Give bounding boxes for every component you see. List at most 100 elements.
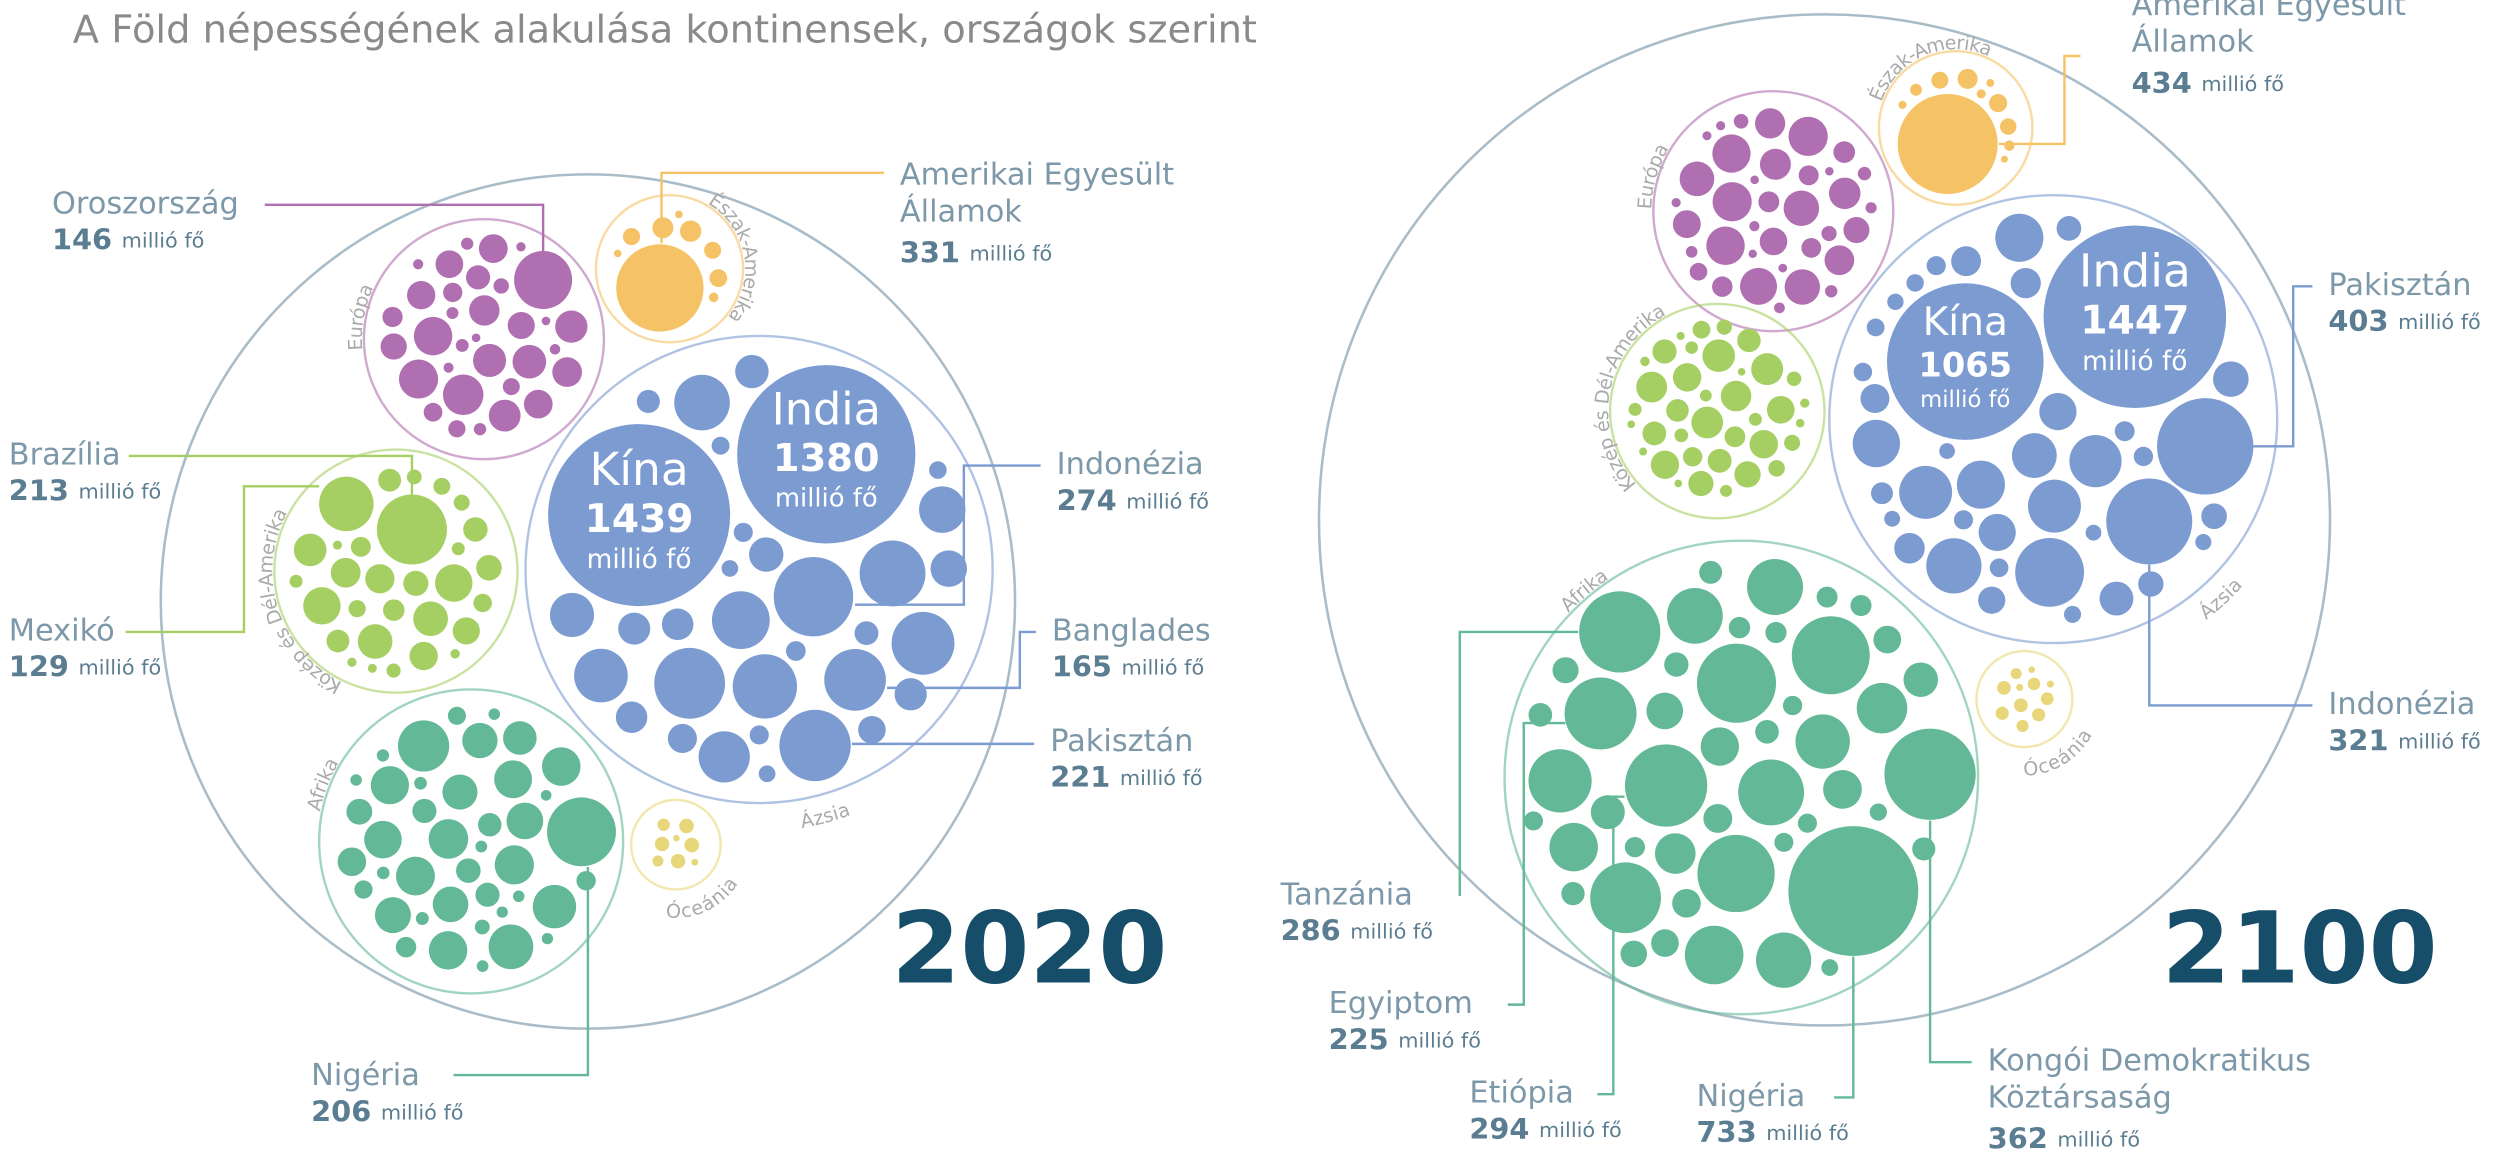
callout-value: 331 millió fő <box>900 235 1052 269</box>
minor-bubble <box>473 593 492 613</box>
callout-line <box>1597 795 1625 1096</box>
callout-line <box>855 464 1041 606</box>
minor-bubble <box>549 344 561 355</box>
minor-bubble <box>1853 362 1873 382</box>
minor-bubble <box>1953 510 1974 530</box>
minor-bubble <box>2099 581 2134 616</box>
minor-bubble <box>1759 227 1788 256</box>
minor-bubble <box>1986 79 1995 87</box>
minor-bubble <box>469 295 500 326</box>
minor-bubble <box>1825 166 1834 176</box>
callout-line <box>1458 630 1579 896</box>
continent-circle <box>629 798 722 891</box>
minor-bubble <box>541 747 581 786</box>
minor-bubble <box>1699 560 1723 584</box>
callout-value: 362 millió fő <box>1988 1122 2140 1156</box>
minor-bubble <box>386 663 401 678</box>
minor-bubble <box>2001 155 2008 163</box>
bubble-value: 1065 <box>1918 346 2012 385</box>
callout-unit: millió fő <box>970 241 1053 265</box>
continent-label: Észak-Amerika <box>1864 31 1996 105</box>
country-bubble <box>2157 398 2254 495</box>
continent-label-path: Ázsia <box>2194 573 2246 624</box>
minor-bubble <box>1797 813 1817 833</box>
country-bubble <box>1884 728 1976 820</box>
callout-value: 221 millió fő <box>1050 760 1202 794</box>
country-bubble <box>514 250 573 309</box>
continent-label: Ázsia <box>2194 573 2246 624</box>
minor-bubble <box>698 731 750 783</box>
minor-bubble <box>636 389 660 413</box>
minor-bubble <box>930 550 968 587</box>
minor-bubble <box>396 856 435 896</box>
callout-line <box>1928 820 1972 1064</box>
callout-line <box>2148 564 2313 707</box>
callout-name: Tanzánia <box>1280 877 1413 912</box>
callout-name: Oroszország <box>52 186 239 221</box>
callout-name: Kongói Demokratikus <box>1988 1044 2311 1079</box>
minor-bubble <box>758 765 776 783</box>
bubble-name: India <box>772 383 881 435</box>
country-bubble <box>1886 283 2044 440</box>
minor-bubble <box>502 378 520 396</box>
minor-bubble <box>407 281 436 310</box>
minor-bubble <box>326 629 350 653</box>
callout-value: 434 millió fő <box>2132 66 2284 100</box>
minor-bubble <box>1738 759 1805 826</box>
callout-name: Etiópia <box>1469 1076 1573 1111</box>
minor-bubble <box>1957 68 1978 89</box>
callout-name: Államok <box>900 193 1022 229</box>
callout-name: Nigéria <box>1697 1079 1806 1114</box>
minor-bubble <box>679 220 702 242</box>
minor-bubble <box>1703 804 1733 833</box>
world-circle <box>1317 13 2332 1027</box>
minor-bubble <box>380 333 407 360</box>
callout-name: Banglades <box>1052 613 1211 648</box>
callout-unit: millió fő <box>1398 1028 1481 1052</box>
minor-bubble <box>2027 479 2081 533</box>
minor-bubble <box>414 776 427 790</box>
minor-bubble <box>1734 461 1761 488</box>
minor-bubble <box>2016 683 2024 691</box>
minor-bubble <box>1561 881 1585 906</box>
minor-bubble <box>453 494 470 511</box>
continent-circle <box>594 193 745 344</box>
country-bubble <box>2106 478 2193 565</box>
minor-bubble <box>448 420 466 438</box>
callout-unit: millió fő <box>1120 766 1203 790</box>
continent-label: Európa <box>343 280 377 351</box>
minor-bubble <box>370 766 409 805</box>
minor-bubble <box>858 716 886 744</box>
callout-number: 225 <box>1329 1022 1389 1056</box>
minor-bubble <box>357 624 393 659</box>
minor-bubble <box>1926 538 1982 594</box>
minor-bubble <box>433 477 451 495</box>
minor-bubble <box>711 591 770 650</box>
continent-circle <box>1975 649 2074 749</box>
minor-bubble <box>679 818 694 834</box>
minor-bubble <box>397 720 450 772</box>
minor-bubble <box>1989 558 2009 578</box>
minor-bubble <box>476 960 489 972</box>
continent-circle <box>273 448 519 694</box>
callout-name: Indonézia <box>1057 447 1204 482</box>
callout-unit: millió fő <box>1126 489 1209 513</box>
country-bubble <box>1564 677 1637 750</box>
minor-bubble <box>1857 166 1872 181</box>
continent-label-path: Észak-Amerika <box>1864 31 1996 105</box>
callout-line <box>1834 956 1855 1099</box>
minor-bubble <box>670 853 686 869</box>
minor-bubble <box>1871 482 1893 505</box>
minor-bubble <box>709 269 728 287</box>
minor-bubble <box>1816 586 1838 608</box>
minor-bubble <box>1712 134 1751 173</box>
minor-bubble <box>1795 714 1850 769</box>
minor-bubble <box>1956 460 2005 509</box>
continent-label: Afrika <box>302 753 343 812</box>
minor-bubble <box>1800 398 1810 408</box>
callout-value: 733 millió fő <box>1697 1115 1849 1149</box>
minor-bubble <box>354 880 373 899</box>
minor-bubble <box>1778 263 1788 273</box>
minor-bubble <box>493 278 509 294</box>
minor-bubble <box>1712 182 1752 222</box>
